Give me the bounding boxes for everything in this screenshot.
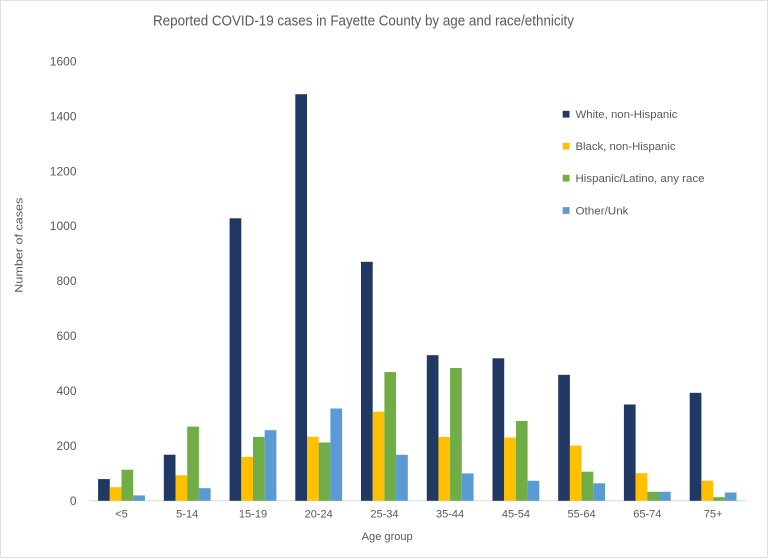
svg-text:400: 400 bbox=[56, 384, 76, 398]
svg-text:<5: <5 bbox=[115, 509, 128, 521]
svg-text:1200: 1200 bbox=[50, 164, 77, 178]
svg-text:Number of cases: Number of cases bbox=[14, 197, 26, 293]
svg-text:Reported COVID-19 cases in Fay: Reported COVID-19 cases in Fayette Count… bbox=[153, 12, 574, 29]
svg-text:35-44: 35-44 bbox=[436, 509, 464, 521]
svg-text:55-64: 55-64 bbox=[568, 509, 596, 521]
svg-text:200: 200 bbox=[56, 439, 76, 453]
svg-text:600: 600 bbox=[56, 329, 76, 343]
svg-text:1400: 1400 bbox=[50, 109, 77, 123]
svg-text:75+: 75+ bbox=[704, 509, 723, 521]
svg-text:Black, non-Hispanic: Black, non-Hispanic bbox=[576, 141, 677, 153]
svg-text:65-74: 65-74 bbox=[633, 509, 661, 521]
svg-text:25-34: 25-34 bbox=[370, 509, 398, 521]
svg-text:800: 800 bbox=[56, 274, 76, 288]
svg-text:Hispanic/Latino, any race: Hispanic/Latino, any race bbox=[576, 173, 705, 185]
svg-text:0: 0 bbox=[70, 494, 77, 508]
svg-text:Age group: Age group bbox=[362, 531, 413, 543]
svg-text:5-14: 5-14 bbox=[176, 509, 198, 521]
svg-text:20-24: 20-24 bbox=[305, 509, 333, 521]
svg-text:1000: 1000 bbox=[50, 219, 77, 233]
svg-text:15-19: 15-19 bbox=[239, 509, 267, 521]
svg-text:White, non-Hispanic: White, non-Hispanic bbox=[576, 109, 679, 121]
svg-text:1600: 1600 bbox=[50, 54, 77, 68]
svg-text:Other/Unk: Other/Unk bbox=[576, 206, 630, 218]
svg-text:45-54: 45-54 bbox=[502, 509, 530, 521]
